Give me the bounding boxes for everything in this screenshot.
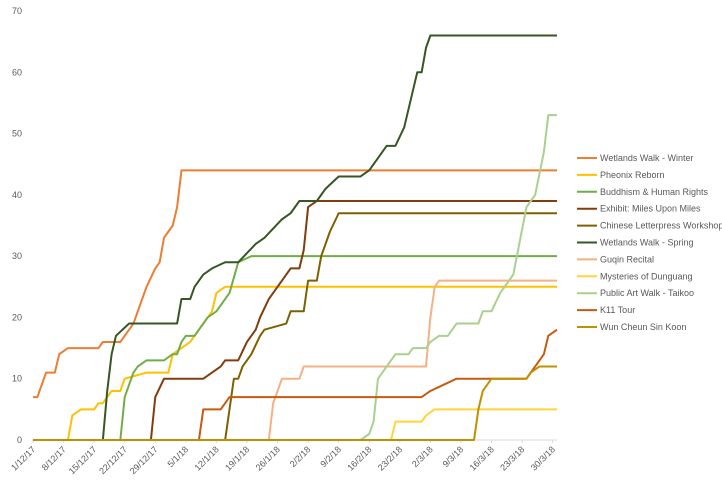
- legend-label: Public Art Walk - Taikoo: [600, 288, 694, 298]
- legend-label: Pheonix Reborn: [600, 170, 665, 180]
- x-tick-label: 29/12/17: [128, 444, 160, 476]
- x-tick-label: 5/1/18: [165, 444, 190, 469]
- series-line: [33, 34, 557, 441]
- legend-label: Wun Cheun Sin Koon: [600, 322, 686, 332]
- series-line: [33, 212, 557, 441]
- x-tick-label: 12/1/18: [193, 444, 221, 472]
- legend-label: K11 Tour: [600, 305, 635, 315]
- x-tick-label: 9/2/18: [318, 444, 343, 469]
- y-tick-label: 20: [12, 312, 22, 322]
- legend-label: Guqin Recital: [600, 254, 654, 264]
- legend-label: Chinese Letterpress Workshop: [600, 221, 722, 231]
- series-line: [33, 365, 557, 441]
- series-line: [33, 199, 557, 441]
- y-tick-label: 50: [12, 129, 22, 139]
- y-tick-label: 70: [12, 6, 22, 16]
- y-tick-label: 30: [12, 251, 22, 261]
- x-tick-label: 23/2/18: [376, 444, 404, 472]
- legend-label: Exhibit: Miles Upon Miles: [600, 204, 701, 214]
- x-tick-label: 2/3/18: [410, 444, 435, 469]
- x-tick-label: 30/3/18: [529, 444, 557, 472]
- legend-label: Wetlands Walk - Spring: [600, 238, 694, 248]
- series-line: [33, 328, 558, 441]
- x-tick-label: 9/3/18: [441, 444, 466, 469]
- x-tick-label: 8/12/17: [40, 444, 68, 472]
- x-tick-label: 22/12/17: [97, 444, 129, 476]
- x-tick-label: 16/3/18: [468, 444, 496, 472]
- y-tick-label: 10: [12, 374, 22, 384]
- legend-label: Buddhism & Human Rights: [600, 187, 709, 197]
- x-tick-label: 1/12/17: [9, 444, 37, 472]
- x-tick-label: 2/2/18: [288, 444, 313, 469]
- y-tick-label: 0: [17, 435, 22, 445]
- x-tick-label: 23/3/18: [498, 444, 526, 472]
- x-tick-label: 26/1/18: [254, 444, 282, 472]
- y-tick-label: 60: [12, 67, 22, 77]
- x-tick-label: 16/2/18: [345, 444, 373, 472]
- y-tick-label: 40: [12, 190, 22, 200]
- x-tick-label: 15/12/17: [67, 444, 99, 476]
- series-line: [33, 279, 557, 441]
- legend-label: Mysteries of Dunguang: [600, 271, 693, 281]
- series-line: [33, 285, 557, 441]
- series-line: [33, 114, 557, 441]
- series-line: [33, 169, 557, 399]
- series-line: [33, 255, 557, 441]
- x-tick-label: 19/1/18: [223, 444, 251, 472]
- legend-label: Wetlands Walk - Winter: [600, 153, 694, 163]
